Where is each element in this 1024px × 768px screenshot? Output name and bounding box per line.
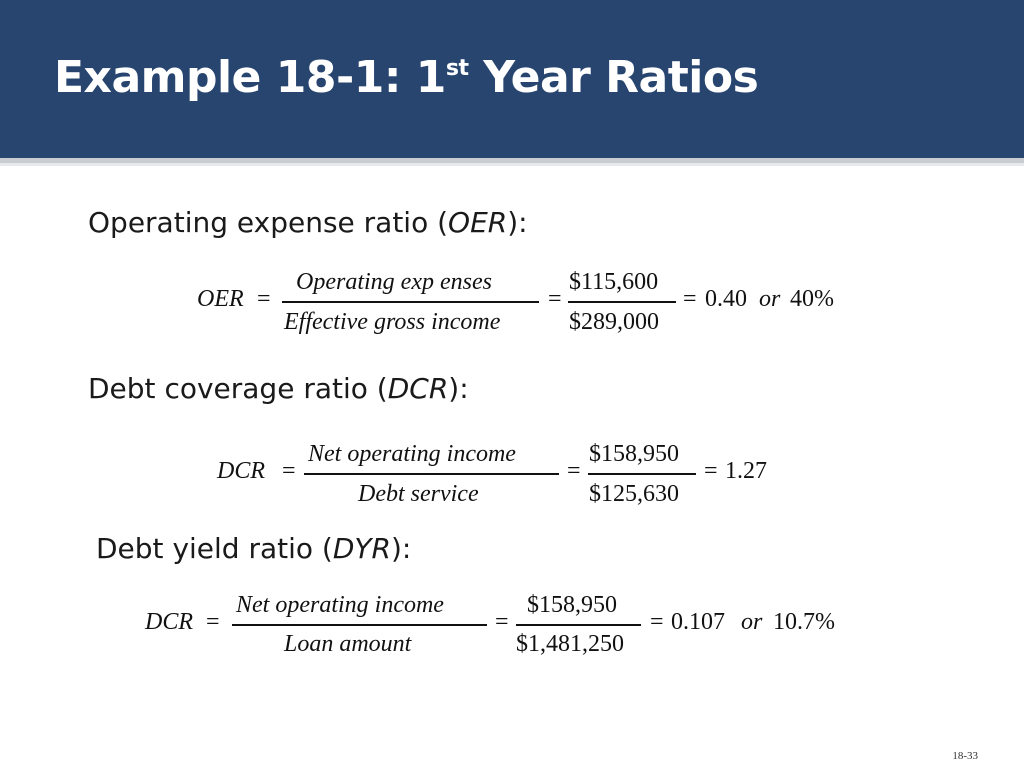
- dyr-fraction-bar: [232, 624, 487, 626]
- oer-result: 0.40: [705, 286, 747, 312]
- dcr-value-fraction-bar: [588, 473, 696, 475]
- dyr-result-percent: 10.7%: [773, 609, 835, 635]
- oer-abbr: OER: [448, 206, 508, 239]
- oer-value-fraction-bar: [568, 301, 676, 303]
- dcr-numerator: Net operating income: [308, 441, 516, 467]
- dcr-denominator: Debt service: [358, 481, 479, 507]
- dcr-equals-3: =: [704, 458, 718, 484]
- dcr-value-numerator: $158,950: [589, 441, 679, 467]
- dcr-label: Debt coverage ratio (DCR):: [88, 372, 469, 405]
- oer-equals-2: =: [548, 286, 562, 312]
- oer-equals-1: =: [257, 286, 271, 312]
- dyr-numerator: Net operating income: [236, 592, 444, 618]
- dcr-lhs: DCR: [217, 458, 265, 484]
- title-main: Example 18-1: 1: [54, 52, 446, 103]
- oer-value-denominator: $289,000: [569, 309, 659, 335]
- dyr-label: Debt yield ratio (DYR):: [96, 532, 412, 565]
- dcr-result: 1.27: [725, 458, 767, 484]
- dyr-value-fraction-bar: [516, 624, 641, 626]
- dcr-value-denominator: $125,630: [589, 481, 679, 507]
- title-superscript: st: [445, 56, 469, 81]
- dyr-value-denominator: $1,481,250: [516, 631, 624, 657]
- dyr-result: 0.107: [671, 609, 725, 635]
- dyr-equals-3: =: [650, 609, 664, 635]
- dyr-equals-1: =: [206, 609, 220, 635]
- dyr-abbr: DYR: [332, 532, 391, 565]
- dyr-lhs: DCR: [145, 609, 193, 635]
- title-divider-shadow: [0, 163, 1024, 166]
- oer-numerator: Operating exp enses: [296, 269, 492, 295]
- dyr-value-numerator: $158,950: [527, 592, 617, 618]
- page-number: 18-33: [952, 750, 978, 762]
- oer-fraction-bar: [282, 301, 539, 303]
- oer-denominator: Effective gross income: [284, 309, 501, 335]
- dcr-abbr: DCR: [387, 372, 449, 405]
- slide-title: Example 18-1: 1st Year Ratios: [54, 52, 759, 103]
- title-divider: [0, 158, 1024, 163]
- title-rest: Year Ratios: [468, 52, 759, 103]
- dyr-equals-2: =: [495, 609, 509, 635]
- oer-equals-3: =: [683, 286, 697, 312]
- dyr-or: or: [741, 609, 763, 635]
- dcr-equals-2: =: [567, 458, 581, 484]
- oer-value-numerator: $115,600: [569, 269, 659, 295]
- oer-label: Operating expense ratio (OER):: [88, 206, 528, 239]
- title-bar: [0, 0, 1024, 158]
- oer-or: or: [759, 286, 781, 312]
- dyr-denominator: Loan amount: [284, 631, 412, 657]
- oer-lhs: OER: [197, 286, 244, 312]
- dcr-fraction-bar: [304, 473, 559, 475]
- oer-result-percent: 40%: [790, 286, 834, 312]
- dcr-equals-1: =: [282, 458, 296, 484]
